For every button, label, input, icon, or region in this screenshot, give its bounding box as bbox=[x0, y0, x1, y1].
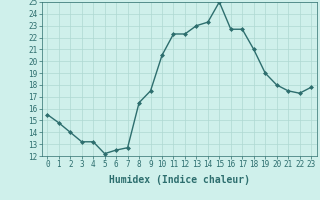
X-axis label: Humidex (Indice chaleur): Humidex (Indice chaleur) bbox=[109, 175, 250, 185]
